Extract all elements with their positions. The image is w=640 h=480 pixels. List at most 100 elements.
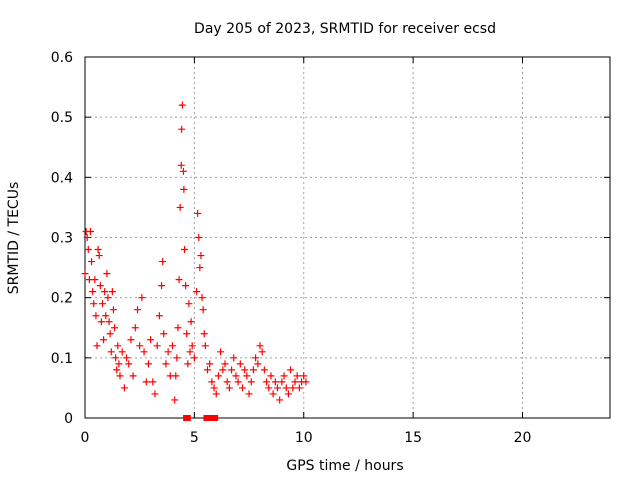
data-point xyxy=(225,384,233,392)
data-point xyxy=(201,342,209,350)
data-point xyxy=(162,360,170,368)
data-point xyxy=(252,354,260,362)
x-axis-label: GPS time / hours xyxy=(286,458,403,474)
data-point xyxy=(234,378,242,386)
data-point xyxy=(265,384,273,392)
data-point xyxy=(105,318,113,326)
data-point xyxy=(228,366,236,374)
data-point xyxy=(177,161,185,169)
data-point xyxy=(144,360,152,368)
data-point xyxy=(212,390,220,398)
data-point xyxy=(293,372,301,380)
data-point xyxy=(104,294,112,302)
data-point xyxy=(113,366,121,374)
data-point xyxy=(280,372,288,380)
data-point xyxy=(256,342,264,350)
data-point xyxy=(164,348,172,356)
data-point xyxy=(245,390,253,398)
data-point xyxy=(243,372,251,380)
data-point xyxy=(186,348,194,356)
data-point xyxy=(236,360,244,368)
data-point xyxy=(178,101,186,109)
data-point xyxy=(232,372,240,380)
data-point xyxy=(116,372,124,380)
data-point xyxy=(289,384,297,392)
data-point xyxy=(180,185,188,193)
data-point xyxy=(263,378,271,386)
data-point xyxy=(247,378,255,386)
data-point xyxy=(278,378,286,386)
data-point xyxy=(174,324,182,332)
data-point xyxy=(206,360,214,368)
data-point xyxy=(210,384,218,392)
data-point xyxy=(217,348,225,356)
data-point xyxy=(160,330,168,338)
data-point xyxy=(93,342,101,350)
data-point xyxy=(223,378,231,386)
data-point xyxy=(134,306,141,314)
data-point xyxy=(147,336,155,344)
chart-title: Day 205 of 2023, SRMTID for receiver ecs… xyxy=(194,21,496,37)
data-point xyxy=(276,396,284,404)
data-point xyxy=(102,312,110,320)
data-point xyxy=(86,227,94,235)
x-tick-label: 20 xyxy=(514,430,532,446)
data-point xyxy=(274,384,281,392)
data-point xyxy=(230,354,238,362)
data-point xyxy=(188,342,196,350)
data-point xyxy=(302,378,310,386)
data-point xyxy=(88,258,96,266)
y-tick-label: 0.3 xyxy=(51,231,73,247)
data-point xyxy=(269,390,277,398)
data-point-square xyxy=(205,415,212,421)
data-point xyxy=(204,366,211,374)
data-point xyxy=(241,366,249,374)
data-point xyxy=(214,372,222,380)
data-point xyxy=(172,372,180,380)
data-point-square xyxy=(212,415,219,421)
data-point xyxy=(208,378,216,386)
y-tick-label: 0.5 xyxy=(51,110,73,126)
data-point xyxy=(196,264,204,272)
y-tick-label: 0.6 xyxy=(51,50,73,66)
data-point xyxy=(127,336,135,344)
data-point xyxy=(179,167,187,175)
data-point xyxy=(129,372,137,380)
data-point xyxy=(181,246,189,254)
x-tick-label: 0 xyxy=(81,430,90,446)
data-point xyxy=(90,300,98,308)
data-point xyxy=(198,294,206,302)
data-point xyxy=(140,348,148,356)
data-point xyxy=(97,318,105,326)
data-points xyxy=(81,101,310,421)
y-axis-label: SRMTID / TECUs xyxy=(6,182,22,295)
data-point xyxy=(123,354,131,362)
data-point xyxy=(178,125,186,133)
data-point xyxy=(101,288,109,296)
x-tick-label: 15 xyxy=(404,430,422,446)
data-point xyxy=(136,342,144,350)
data-point xyxy=(103,270,111,278)
data-point xyxy=(171,396,179,404)
data-point xyxy=(284,390,292,398)
data-point xyxy=(84,246,92,254)
data-point xyxy=(195,234,203,241)
data-point xyxy=(271,378,279,386)
data-point xyxy=(239,384,246,392)
data-point xyxy=(92,312,100,320)
y-tick-label: 0 xyxy=(64,411,73,427)
data-point xyxy=(187,318,195,326)
data-point xyxy=(112,354,120,362)
data-point xyxy=(81,270,89,278)
data-point xyxy=(89,288,97,296)
axis-ticks: 0 5 10 15 20 0 0.1 0.2 0.3 0.4 0.5 0.6 xyxy=(51,50,610,446)
data-point xyxy=(254,360,262,368)
data-point xyxy=(176,203,184,211)
data-point xyxy=(249,366,257,374)
data-point xyxy=(184,360,192,368)
data-point xyxy=(109,306,117,314)
data-point xyxy=(221,360,229,368)
data-point xyxy=(159,258,167,266)
data-point xyxy=(291,378,299,386)
